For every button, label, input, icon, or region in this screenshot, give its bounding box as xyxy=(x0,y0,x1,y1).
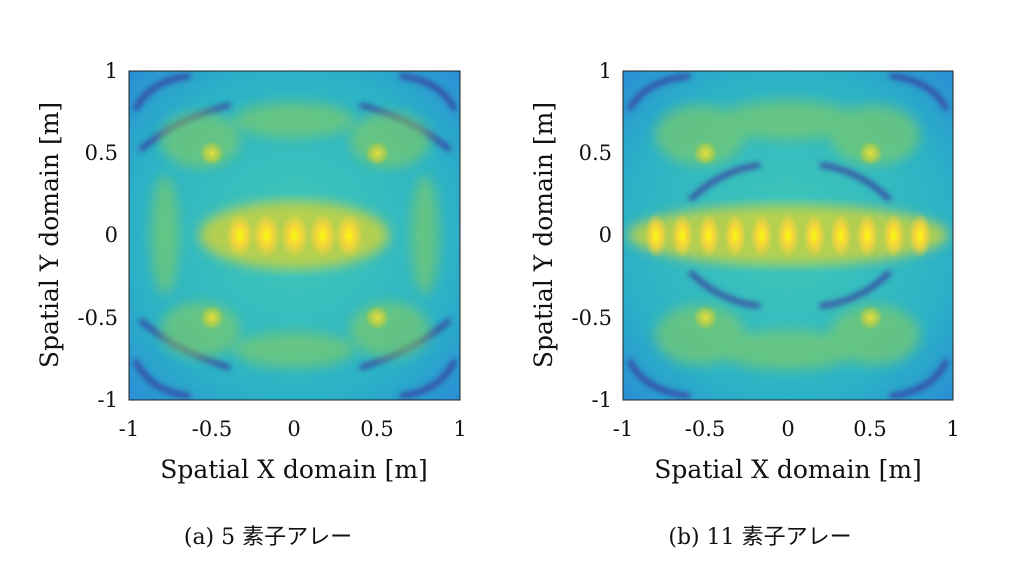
xlabel-a: Spatial X domain [m] xyxy=(160,455,428,484)
peak-mark-b-2 xyxy=(697,213,720,258)
peak-mark-b-8 xyxy=(856,213,879,258)
ytick-b-m1: -1 xyxy=(592,388,612,412)
peak-mark-b-11 xyxy=(692,140,719,167)
xtick-b-05: 0.5 xyxy=(853,417,886,441)
peak-mark-a-1 xyxy=(252,213,281,258)
plot-a: 1 0.5 0 -0.5 -1 -1 -0.5 0 0.5 1 Spatial … xyxy=(35,59,467,550)
peak-mark-b-5 xyxy=(777,213,799,258)
peak-mark-a-0 xyxy=(225,213,254,258)
peak-mark-b-3 xyxy=(724,213,747,258)
peak-mark-a-3 xyxy=(308,213,337,258)
xtick-a-m1: -1 xyxy=(119,417,139,441)
peak-mark-b-4 xyxy=(750,213,773,258)
peak-mark-b-6 xyxy=(803,213,826,258)
xtick-a-m05: -0.5 xyxy=(192,417,233,441)
ytick-b-1: 1 xyxy=(599,59,612,83)
ytick-a-m05: -0.5 xyxy=(78,306,119,330)
xtick-b-m1: -1 xyxy=(613,417,633,441)
peak-mark-b-10 xyxy=(909,213,931,258)
xtick-b-0: 0 xyxy=(781,417,794,441)
ytick-a-m1: -1 xyxy=(98,388,118,412)
ytick-a-0: 0 xyxy=(105,223,118,247)
ytick-a-05: 0.5 xyxy=(85,141,118,165)
ylabel-b: Spatial Y domain [m] xyxy=(529,102,558,368)
peak-mark-a-5 xyxy=(198,140,225,167)
peak-mark-b-12 xyxy=(857,140,884,167)
peaks-a xyxy=(198,140,391,331)
xtick-a-1: 1 xyxy=(453,417,466,441)
peak-mark-a-4 xyxy=(335,213,364,258)
xlabel-b: Spatial X domain [m] xyxy=(654,455,922,484)
ylabel-a: Spatial Y domain [m] xyxy=(35,102,64,368)
peak-mark-b-1 xyxy=(671,213,694,258)
peak-mark-b-0 xyxy=(645,213,667,258)
ytick-b-m05: -0.5 xyxy=(572,306,613,330)
peak-mark-b-14 xyxy=(857,304,884,331)
caption-b: (b) 11 素子アレー xyxy=(668,525,851,550)
axes-box-a xyxy=(128,70,461,401)
ytick-a-1: 1 xyxy=(105,59,118,83)
caption-a: (a) 5 素子アレー xyxy=(184,525,352,550)
ytick-b-0: 0 xyxy=(599,223,612,247)
axes-box-b xyxy=(622,70,954,401)
plot-b: 1 0.5 0 -0.5 -1 -1 -0.5 0 0.5 1 Spatial … xyxy=(529,59,960,550)
peak-mark-a-2 xyxy=(280,213,309,258)
xtick-b-m05: -0.5 xyxy=(685,417,726,441)
peak-mark-b-13 xyxy=(692,304,719,331)
peak-mark-b-9 xyxy=(882,213,905,258)
xtick-a-05: 0.5 xyxy=(360,417,393,441)
ytick-b-05: 0.5 xyxy=(579,141,612,165)
peak-mark-a-8 xyxy=(364,304,391,331)
peak-mark-b-7 xyxy=(829,213,852,258)
xtick-a-0: 0 xyxy=(287,417,300,441)
peak-mark-a-6 xyxy=(364,140,391,167)
peaks-b xyxy=(645,140,931,331)
peak-mark-a-7 xyxy=(198,304,225,331)
xtick-b-1: 1 xyxy=(946,417,959,441)
